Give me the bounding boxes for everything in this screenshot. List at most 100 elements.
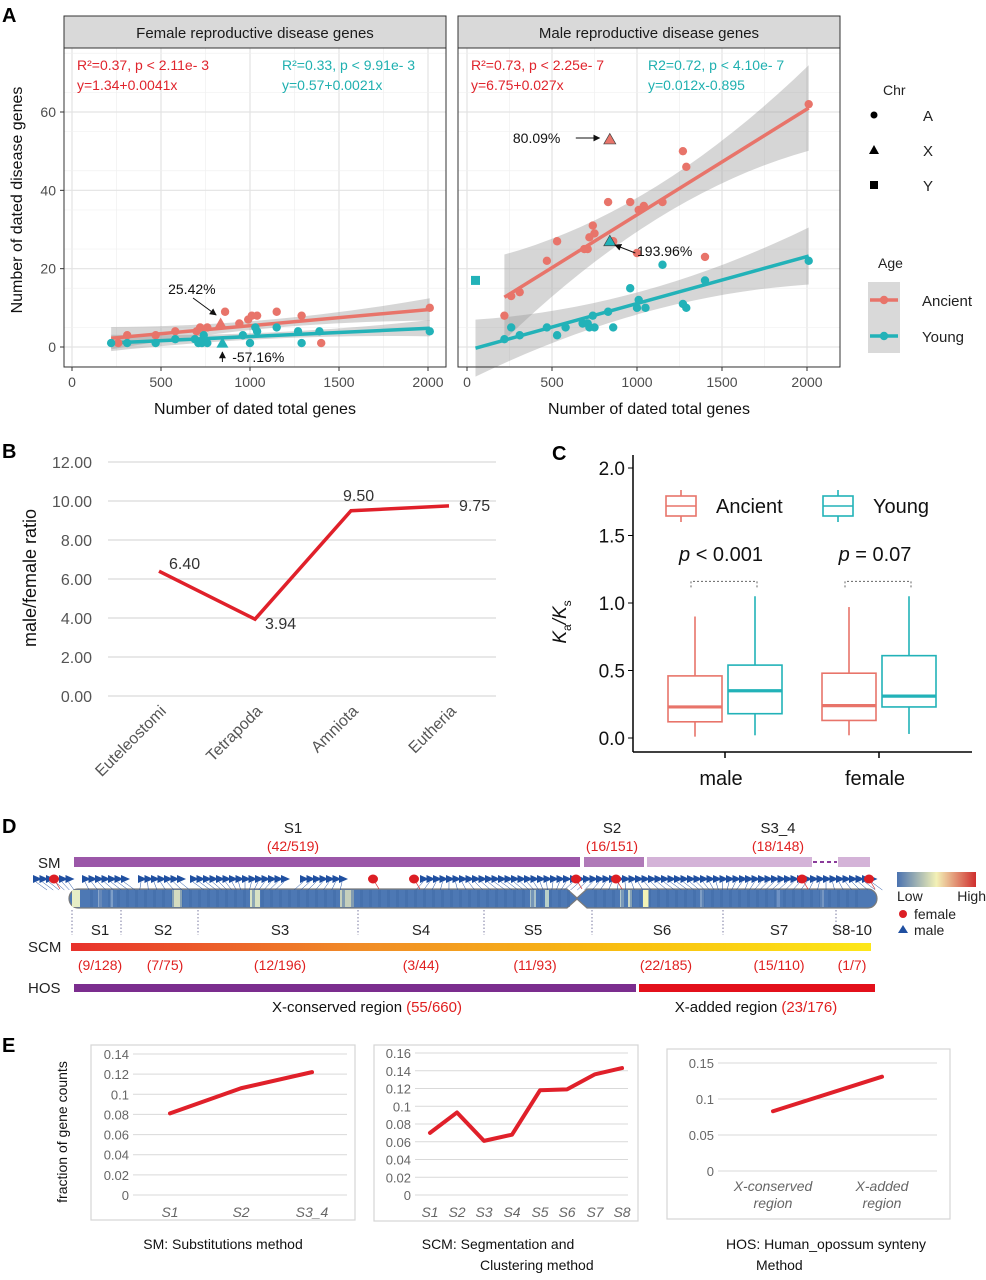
y-tick-label: 0.00	[61, 689, 92, 706]
male-gene-marker	[563, 875, 572, 883]
chromosome-stripe	[639, 890, 642, 907]
y-tick-label: 2.0	[599, 459, 625, 480]
legend-female-icon	[899, 910, 907, 918]
female-gene-marker	[409, 874, 419, 884]
legend-label: Y	[923, 178, 933, 195]
chromosome-stripe	[513, 890, 516, 907]
row-label-scm: SCM	[28, 939, 61, 956]
y-tick-label: 0.15	[689, 1056, 714, 1071]
y-label-part: K	[550, 630, 571, 644]
data-point-young	[590, 323, 599, 332]
y-label-part: s	[560, 600, 574, 606]
hos-label-count: (55/660)	[406, 999, 462, 1016]
chromosome-stripe	[207, 890, 210, 907]
marker-connector	[423, 881, 430, 891]
male-gene-marker	[511, 875, 520, 883]
annotation-label: 25.42%	[168, 281, 215, 297]
marker-connector	[249, 881, 252, 891]
data-point-young	[171, 334, 180, 344]
panel-a: A Number of dated disease genes 0 20 40 60 Fem…	[2, 5, 973, 418]
x-tick-label: Amniota	[308, 703, 362, 757]
marker-connector	[749, 881, 755, 891]
chromosome-stripe	[666, 890, 669, 907]
marker-connector	[851, 881, 861, 891]
chart-e-3: 00.050.10.15X-conservedregionX-addedregi…	[666, 1048, 951, 1273]
data-point-young	[682, 303, 691, 313]
marker-connector	[212, 881, 223, 891]
male-gene-marker	[810, 875, 819, 883]
sm-segment-s2	[584, 857, 644, 867]
chromosome-band	[72, 890, 80, 907]
y-tick-label: 0.06	[386, 1135, 411, 1150]
chromosome-stripe	[657, 890, 660, 907]
chromosome-stripe	[747, 890, 750, 907]
marker-connector	[339, 881, 343, 891]
chromosome-stripe	[522, 890, 525, 907]
sm-segment-label: S2	[603, 820, 621, 837]
male-gene-marker	[550, 875, 559, 883]
chromosome-stripe	[603, 890, 606, 907]
p-value-text: < 0.001	[690, 544, 763, 566]
marker-connector	[631, 881, 635, 891]
marker-connector	[507, 881, 519, 891]
male-gene-marker	[622, 875, 631, 883]
male-gene-marker	[530, 875, 540, 883]
marker-connector	[218, 881, 228, 891]
male-gene-marker	[745, 875, 754, 883]
x-tick-label: S8	[613, 1204, 630, 1220]
p-italic: p	[838, 544, 850, 566]
hos-label-count: (23/176)	[781, 999, 837, 1016]
data-point-x-chr-ancient	[214, 317, 227, 328]
chromosome-stripe	[594, 890, 597, 907]
data-point-young	[641, 303, 650, 313]
marker-connector	[110, 881, 122, 891]
chromosome-stripe	[333, 890, 336, 907]
chromosome-stripe	[486, 890, 489, 907]
legend-item-young: Young	[822, 490, 929, 522]
male-gene-marker	[151, 875, 160, 883]
chromosome-stripe	[351, 890, 354, 907]
male-gene-marker	[261, 875, 271, 883]
chromosome-stripe	[423, 890, 426, 907]
regression-equation: y=1.34+0.0041x	[77, 77, 177, 93]
x-tick-label: 0	[68, 374, 76, 390]
y-label-part: /K	[550, 605, 571, 626]
chromosome-ideogram	[68, 888, 878, 909]
marker-connector	[560, 881, 567, 891]
x-tick-label: 2000	[791, 374, 822, 390]
data-point-young	[293, 327, 303, 336]
x-tick-label: S4	[503, 1204, 520, 1220]
facet-strip	[457, 15, 841, 49]
data-point-ancient	[626, 197, 635, 207]
female-gene-marker	[797, 874, 807, 884]
female-gene-marker	[611, 874, 621, 884]
male-gene-marker	[300, 875, 309, 883]
marker-connector	[520, 881, 530, 891]
male-gene-marker	[674, 875, 683, 883]
boxplot-young-female	[881, 596, 937, 734]
data-point-ancient	[235, 319, 244, 328]
p-value-label: p < 0.001	[678, 544, 763, 566]
x-tick-label: S3	[475, 1204, 492, 1220]
annotation-arrow	[614, 244, 636, 254]
marker-connector	[481, 881, 491, 891]
regression-stat: R²=0.37, p < 2.11e- 3	[77, 57, 209, 73]
male-gene-marker	[537, 875, 546, 883]
marker-connector	[238, 881, 241, 891]
marker-connector	[608, 881, 613, 891]
marker-connector	[800, 881, 807, 891]
data-point-x-chr-ancient	[603, 132, 617, 145]
male-gene-marker	[693, 875, 703, 883]
male-gene-marker	[229, 875, 238, 883]
male-gene-marker	[426, 875, 436, 883]
chromosome-stripe	[450, 890, 453, 907]
male-gene-marker	[248, 875, 258, 883]
y-tick-label: 60	[40, 104, 56, 120]
marker-connector	[461, 881, 467, 891]
chromosome-stripe	[126, 890, 129, 907]
male-gene-marker	[319, 875, 329, 883]
y-tick-label: 0.06	[104, 1128, 129, 1143]
male-gene-marker	[680, 875, 690, 883]
marker-connector	[97, 881, 107, 891]
